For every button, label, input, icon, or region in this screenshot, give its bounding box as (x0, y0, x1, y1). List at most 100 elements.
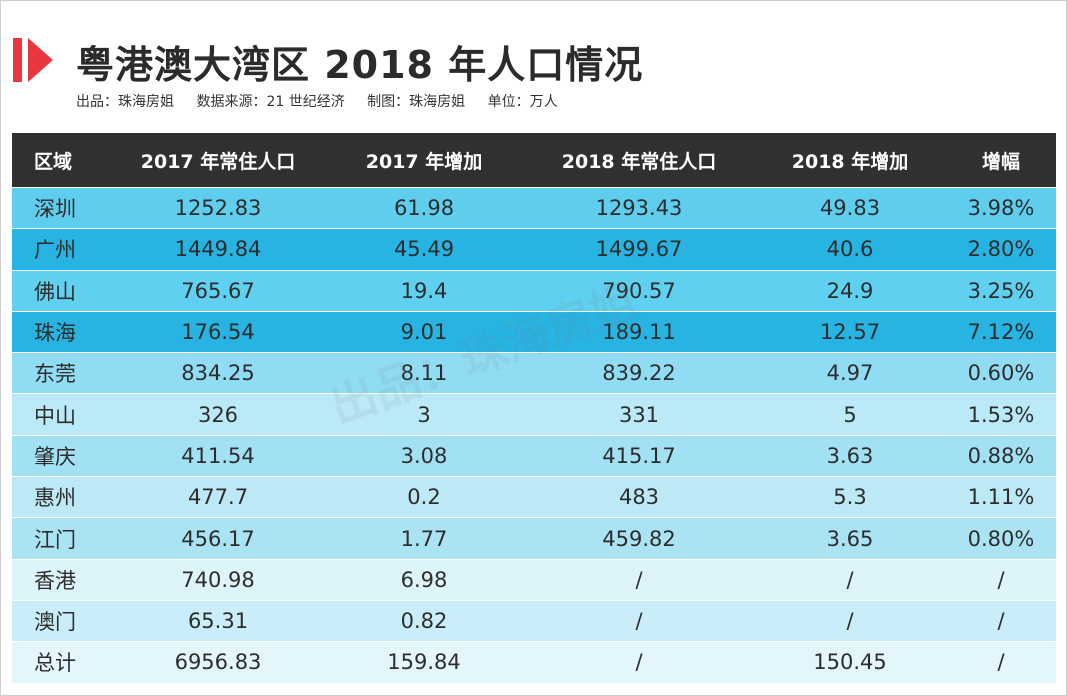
cell-increase-2018: 12.57 (754, 310, 946, 353)
cell-pop-2017: 1252.83 (112, 186, 324, 229)
cell-pop-2017: 65.31 (112, 599, 324, 642)
credit-chart-by: 制图：珠海房姐 (367, 94, 466, 110)
header-pop-2018: 2018 年常住人口 (524, 133, 754, 188)
table-row: 东莞 834.25 8.11 839.22 4.97 0.60% (12, 352, 1056, 394)
header-increase-2017: 2017 年增加 (324, 133, 524, 188)
credit-producer: 出品：珠海房姐 (76, 94, 174, 110)
header-growth-rate: 增幅 (946, 133, 1056, 188)
cell-increase-2018: 150.45 (754, 641, 946, 683)
cell-increase-2017: 3 (324, 393, 524, 436)
cell-increase-2018: 3.63 (754, 434, 946, 477)
cell-region: 珠海 (12, 310, 112, 353)
cell-increase-2018: 5 (754, 393, 946, 436)
cell-pop-2017: 477.7 (112, 476, 324, 518)
cell-pop-2017: 326 (112, 393, 324, 436)
cell-growth-rate: 3.98% (946, 186, 1056, 229)
cell-region: 佛山 (12, 269, 112, 312)
page-title: 粤港澳大湾区 2018 年人口情况 (76, 43, 644, 87)
cell-increase-2017: 45.49 (324, 228, 524, 271)
table-row: 肇庆 411.54 3.08 415.17 3.63 0.88% (12, 434, 1056, 477)
header-region: 区域 (12, 133, 112, 188)
table-row: 中山 326 3 331 5 1.53% (12, 393, 1056, 436)
cell-region: 中山 (12, 393, 112, 436)
cell-increase-2017: 159.84 (324, 641, 524, 683)
cell-pop-2017: 456.17 (112, 517, 324, 560)
credits-line: 出品：珠海房姐 数据来源：21 世纪经济 制图：珠海房姐 单位：万人 (76, 91, 576, 111)
cell-increase-2017: 3.08 (324, 434, 524, 477)
cell-growth-rate: 0.60% (946, 352, 1056, 394)
cell-pop-2018: 1499.67 (524, 228, 754, 271)
cell-increase-2017: 19.4 (324, 269, 524, 312)
cell-increase-2018: 3.65 (754, 517, 946, 560)
cell-increase-2018: 24.9 (754, 269, 946, 312)
cell-increase-2018: 5.3 (754, 476, 946, 518)
cell-region: 澳门 (12, 599, 112, 642)
title-arrow-icon (13, 38, 53, 82)
cell-pop-2017: 1449.84 (112, 228, 324, 271)
table-row: 澳门 65.31 0.82// / (12, 599, 1056, 642)
credit-source: 数据来源：21 世纪经济 (196, 94, 345, 110)
cell-increase-2017: 61.98 (324, 186, 524, 229)
credit-unit: 单位：万人 (487, 94, 558, 110)
cell-increase-2017: 8.11 (324, 352, 524, 394)
cell-pop-2018: 1293.43 (524, 186, 754, 229)
cell-increase-2018: 49.83 (754, 186, 946, 229)
table-row: 广州 1449.84 45.49 1499.67 40.6 2.80% (12, 228, 1056, 271)
cell-growth-rate: 3.25% (946, 269, 1056, 312)
cell-pop-2018: 459.82 (524, 517, 754, 560)
cell-region: 东莞 (12, 352, 112, 394)
table-row: 香港 740.98 6.98// / (12, 558, 1056, 601)
cell-region: 深圳 (12, 186, 112, 229)
cell-pop-2018: / (524, 599, 754, 642)
cell-pop-2017: 411.54 (112, 434, 324, 477)
cell-region: 总计 (12, 641, 112, 683)
cell-pop-2018: / (524, 558, 754, 601)
cell-pop-2017: 834.25 (112, 352, 324, 394)
cell-growth-rate: / (946, 558, 1056, 601)
table-row: 深圳 1252.83 61.98 1293.43 49.83 3.98% (12, 186, 1056, 229)
cell-region: 惠州 (12, 476, 112, 518)
cell-pop-2017: 765.67 (112, 269, 324, 312)
cell-pop-2017: 6956.83 (112, 641, 324, 683)
cell-increase-2017: 9.01 (324, 310, 524, 353)
cell-pop-2017: 176.54 (112, 310, 324, 353)
cell-growth-rate: 0.88% (946, 434, 1056, 477)
cell-increase-2018: 40.6 (754, 228, 946, 271)
cell-region: 肇庆 (12, 434, 112, 477)
cell-pop-2018: 483 (524, 476, 754, 518)
cell-growth-rate: 2.80% (946, 228, 1056, 271)
cell-pop-2018: 415.17 (524, 434, 754, 477)
header-pop-2017: 2017 年常住人口 (112, 133, 324, 188)
cell-pop-2018: / (524, 641, 754, 683)
cell-increase-2017: 0.2 (324, 476, 524, 518)
cell-growth-rate: 7.12% (946, 310, 1056, 353)
cell-increase-2018: / (754, 599, 946, 642)
cell-pop-2018: 331 (524, 393, 754, 436)
table-header-row: 区域 2017 年常住人口 2017 年增加 2018 年常住人口 2018 年… (12, 133, 1056, 188)
table-row: 珠海 176.54 9.01 189.11 12.57 7.12% (12, 310, 1056, 353)
cell-increase-2017: 6.98 (324, 558, 524, 601)
cell-increase-2018: 4.97 (754, 352, 946, 394)
table-body: 深圳 1252.83 61.98 1293.43 49.83 3.98% 广州 1449.84… (12, 186, 1056, 683)
cell-pop-2018: 790.57 (524, 269, 754, 312)
table-row: 佛山 765.67 19.4 790.57 24.9 3.25% (12, 269, 1056, 312)
cell-region: 广州 (12, 228, 112, 271)
table-row: 江门 456.17 1.77 459.82 3.65 0.80% (12, 517, 1056, 560)
cell-pop-2018: 839.22 (524, 352, 754, 394)
cell-pop-2018: 189.11 (524, 310, 754, 353)
cell-region: 香港 (12, 558, 112, 601)
cell-growth-rate: 1.53% (946, 393, 1056, 436)
cell-pop-2017: 740.98 (112, 558, 324, 601)
cell-increase-2017: 0.82 (324, 599, 524, 642)
cell-growth-rate: 1.11% (946, 476, 1056, 518)
cell-increase-2017: 1.77 (324, 517, 524, 560)
cell-growth-rate: / (946, 599, 1056, 642)
population-table: 区域 2017 年常住人口 2017 年增加 2018 年常住人口 2018 年… (12, 133, 1056, 683)
cell-growth-rate: / (946, 641, 1056, 683)
cell-region: 江门 (12, 517, 112, 560)
header-increase-2018: 2018 年增加 (754, 133, 946, 188)
table-row: 惠州 477.7 0.2 483 5.3 1.11% (12, 476, 1056, 518)
cell-increase-2018: / (754, 558, 946, 601)
cell-growth-rate: 0.80% (946, 517, 1056, 560)
table-row: 总计 6956.83 159.84/150.45/ (12, 641, 1056, 683)
